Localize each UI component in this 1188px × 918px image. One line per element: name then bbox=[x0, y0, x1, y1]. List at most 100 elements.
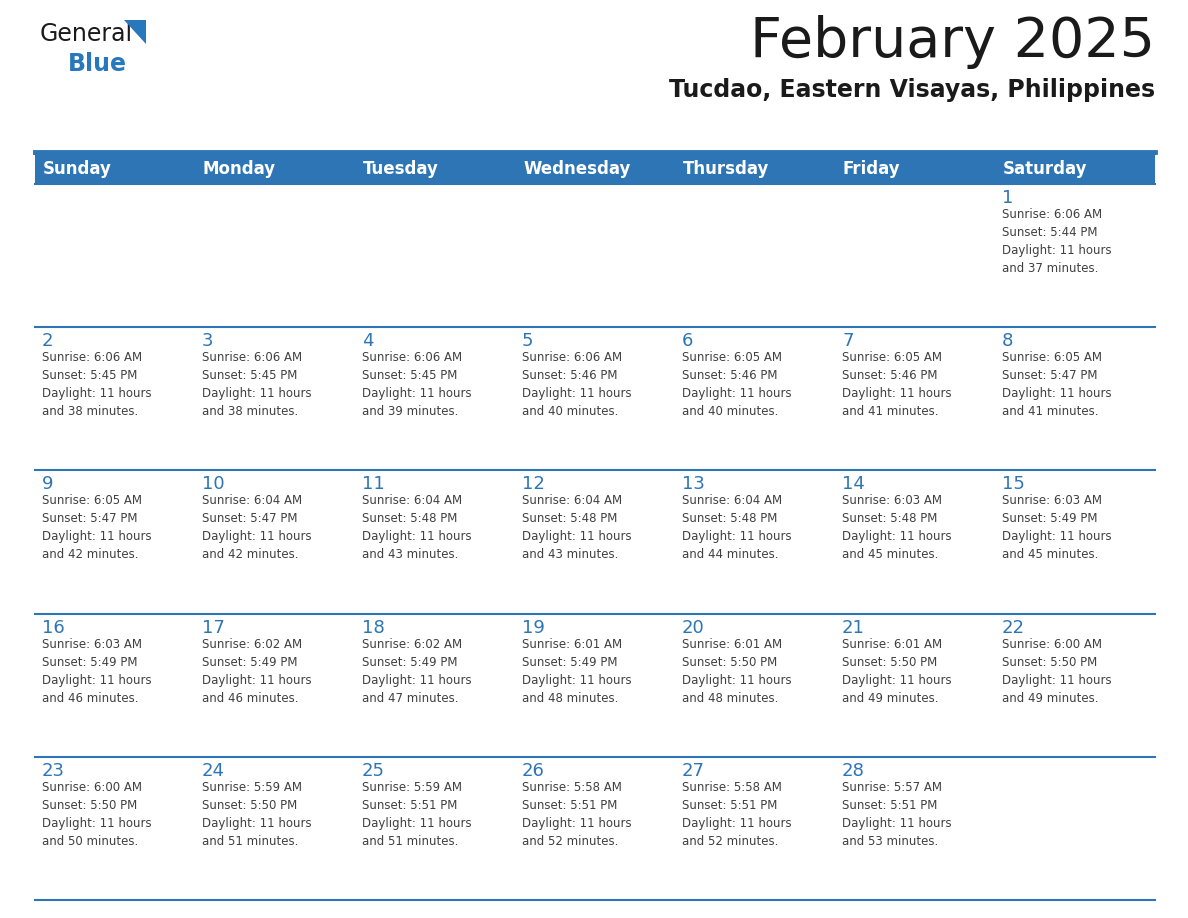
Text: 6: 6 bbox=[682, 332, 694, 350]
Bar bbox=[34, 154, 1155, 184]
Bar bbox=[34, 613, 195, 756]
Polygon shape bbox=[124, 20, 146, 44]
Text: Tuesday: Tuesday bbox=[364, 160, 438, 178]
Text: 2: 2 bbox=[42, 332, 53, 350]
Text: Saturday: Saturday bbox=[1003, 160, 1087, 178]
Text: Blue: Blue bbox=[68, 52, 127, 76]
Text: 12: 12 bbox=[522, 476, 545, 493]
Bar bbox=[34, 470, 195, 613]
Text: Sunrise: 5:58 AM
Sunset: 5:51 PM
Daylight: 11 hours
and 52 minutes.: Sunrise: 5:58 AM Sunset: 5:51 PM Dayligh… bbox=[682, 781, 791, 848]
Bar bbox=[355, 756, 516, 900]
Text: General: General bbox=[40, 22, 133, 46]
Text: Sunrise: 6:03 AM
Sunset: 5:49 PM
Daylight: 11 hours
and 45 minutes.: Sunrise: 6:03 AM Sunset: 5:49 PM Dayligh… bbox=[1001, 495, 1112, 562]
Text: 25: 25 bbox=[362, 762, 385, 779]
Text: Sunrise: 6:04 AM
Sunset: 5:48 PM
Daylight: 11 hours
and 43 minutes.: Sunrise: 6:04 AM Sunset: 5:48 PM Dayligh… bbox=[362, 495, 472, 562]
Text: Sunrise: 5:58 AM
Sunset: 5:51 PM
Daylight: 11 hours
and 52 minutes.: Sunrise: 5:58 AM Sunset: 5:51 PM Dayligh… bbox=[522, 781, 632, 848]
Text: February 2025: February 2025 bbox=[750, 15, 1155, 69]
Bar bbox=[355, 470, 516, 613]
Text: Friday: Friday bbox=[843, 160, 901, 178]
Text: 21: 21 bbox=[842, 619, 865, 636]
Text: Tucdao, Eastern Visayas, Philippines: Tucdao, Eastern Visayas, Philippines bbox=[669, 78, 1155, 102]
Bar bbox=[355, 327, 516, 470]
Bar bbox=[835, 184, 996, 327]
Text: Sunrise: 6:06 AM
Sunset: 5:45 PM
Daylight: 11 hours
and 38 minutes.: Sunrise: 6:06 AM Sunset: 5:45 PM Dayligh… bbox=[42, 352, 152, 419]
Text: 8: 8 bbox=[1001, 332, 1013, 350]
Bar bbox=[675, 613, 835, 756]
Text: Sunrise: 6:00 AM
Sunset: 5:50 PM
Daylight: 11 hours
and 49 minutes.: Sunrise: 6:00 AM Sunset: 5:50 PM Dayligh… bbox=[1001, 638, 1112, 705]
Text: 18: 18 bbox=[362, 619, 385, 636]
Text: Sunrise: 5:59 AM
Sunset: 5:50 PM
Daylight: 11 hours
and 51 minutes.: Sunrise: 5:59 AM Sunset: 5:50 PM Dayligh… bbox=[202, 781, 311, 848]
Text: 17: 17 bbox=[202, 619, 225, 636]
Bar bbox=[996, 327, 1155, 470]
Text: 22: 22 bbox=[1001, 619, 1025, 636]
Text: 15: 15 bbox=[1001, 476, 1025, 493]
Text: Sunday: Sunday bbox=[43, 160, 112, 178]
Text: 23: 23 bbox=[42, 762, 65, 779]
Text: Sunrise: 6:04 AM
Sunset: 5:47 PM
Daylight: 11 hours
and 42 minutes.: Sunrise: 6:04 AM Sunset: 5:47 PM Dayligh… bbox=[202, 495, 311, 562]
Text: Sunrise: 6:01 AM
Sunset: 5:50 PM
Daylight: 11 hours
and 48 minutes.: Sunrise: 6:01 AM Sunset: 5:50 PM Dayligh… bbox=[682, 638, 791, 705]
Text: 26: 26 bbox=[522, 762, 545, 779]
Bar bbox=[195, 613, 355, 756]
Bar bbox=[835, 756, 996, 900]
Bar bbox=[996, 613, 1155, 756]
Text: 16: 16 bbox=[42, 619, 65, 636]
Bar bbox=[34, 327, 195, 470]
Text: 13: 13 bbox=[682, 476, 704, 493]
Text: 7: 7 bbox=[842, 332, 853, 350]
Bar bbox=[996, 184, 1155, 327]
Text: 19: 19 bbox=[522, 619, 545, 636]
Bar bbox=[835, 470, 996, 613]
Text: Sunrise: 6:06 AM
Sunset: 5:46 PM
Daylight: 11 hours
and 40 minutes.: Sunrise: 6:06 AM Sunset: 5:46 PM Dayligh… bbox=[522, 352, 632, 419]
Text: Sunrise: 6:05 AM
Sunset: 5:47 PM
Daylight: 11 hours
and 41 minutes.: Sunrise: 6:05 AM Sunset: 5:47 PM Dayligh… bbox=[1001, 352, 1112, 419]
Text: Sunrise: 6:04 AM
Sunset: 5:48 PM
Daylight: 11 hours
and 44 minutes.: Sunrise: 6:04 AM Sunset: 5:48 PM Dayligh… bbox=[682, 495, 791, 562]
Text: 28: 28 bbox=[842, 762, 865, 779]
Text: Sunrise: 6:05 AM
Sunset: 5:46 PM
Daylight: 11 hours
and 40 minutes.: Sunrise: 6:05 AM Sunset: 5:46 PM Dayligh… bbox=[682, 352, 791, 419]
Text: 24: 24 bbox=[202, 762, 225, 779]
Bar bbox=[835, 613, 996, 756]
Text: Sunrise: 6:03 AM
Sunset: 5:48 PM
Daylight: 11 hours
and 45 minutes.: Sunrise: 6:03 AM Sunset: 5:48 PM Dayligh… bbox=[842, 495, 952, 562]
Text: 14: 14 bbox=[842, 476, 865, 493]
Text: Sunrise: 6:05 AM
Sunset: 5:46 PM
Daylight: 11 hours
and 41 minutes.: Sunrise: 6:05 AM Sunset: 5:46 PM Dayligh… bbox=[842, 352, 952, 419]
Text: Sunrise: 6:00 AM
Sunset: 5:50 PM
Daylight: 11 hours
and 50 minutes.: Sunrise: 6:00 AM Sunset: 5:50 PM Dayligh… bbox=[42, 781, 152, 848]
Bar bbox=[516, 756, 675, 900]
Bar bbox=[195, 327, 355, 470]
Text: Sunrise: 6:05 AM
Sunset: 5:47 PM
Daylight: 11 hours
and 42 minutes.: Sunrise: 6:05 AM Sunset: 5:47 PM Dayligh… bbox=[42, 495, 152, 562]
Text: 20: 20 bbox=[682, 619, 704, 636]
Bar bbox=[516, 613, 675, 756]
Text: 1: 1 bbox=[1001, 189, 1013, 207]
Text: Sunrise: 6:03 AM
Sunset: 5:49 PM
Daylight: 11 hours
and 46 minutes.: Sunrise: 6:03 AM Sunset: 5:49 PM Dayligh… bbox=[42, 638, 152, 705]
Text: Sunrise: 6:06 AM
Sunset: 5:44 PM
Daylight: 11 hours
and 37 minutes.: Sunrise: 6:06 AM Sunset: 5:44 PM Dayligh… bbox=[1001, 208, 1112, 275]
Text: Sunrise: 6:02 AM
Sunset: 5:49 PM
Daylight: 11 hours
and 46 minutes.: Sunrise: 6:02 AM Sunset: 5:49 PM Dayligh… bbox=[202, 638, 311, 705]
Text: 9: 9 bbox=[42, 476, 53, 493]
Bar bbox=[996, 756, 1155, 900]
Text: Wednesday: Wednesday bbox=[523, 160, 631, 178]
Bar bbox=[675, 184, 835, 327]
Text: 4: 4 bbox=[362, 332, 373, 350]
Text: Sunrise: 5:57 AM
Sunset: 5:51 PM
Daylight: 11 hours
and 53 minutes.: Sunrise: 5:57 AM Sunset: 5:51 PM Dayligh… bbox=[842, 781, 952, 848]
Text: Sunrise: 6:01 AM
Sunset: 5:49 PM
Daylight: 11 hours
and 48 minutes.: Sunrise: 6:01 AM Sunset: 5:49 PM Dayligh… bbox=[522, 638, 632, 705]
Text: Sunrise: 5:59 AM
Sunset: 5:51 PM
Daylight: 11 hours
and 51 minutes.: Sunrise: 5:59 AM Sunset: 5:51 PM Dayligh… bbox=[362, 781, 472, 848]
Bar bbox=[34, 184, 195, 327]
Bar bbox=[516, 327, 675, 470]
Bar bbox=[675, 470, 835, 613]
Bar bbox=[195, 470, 355, 613]
Text: Sunrise: 6:06 AM
Sunset: 5:45 PM
Daylight: 11 hours
and 38 minutes.: Sunrise: 6:06 AM Sunset: 5:45 PM Dayligh… bbox=[202, 352, 311, 419]
Text: Sunrise: 6:04 AM
Sunset: 5:48 PM
Daylight: 11 hours
and 43 minutes.: Sunrise: 6:04 AM Sunset: 5:48 PM Dayligh… bbox=[522, 495, 632, 562]
Text: Sunrise: 6:01 AM
Sunset: 5:50 PM
Daylight: 11 hours
and 49 minutes.: Sunrise: 6:01 AM Sunset: 5:50 PM Dayligh… bbox=[842, 638, 952, 705]
Bar bbox=[195, 184, 355, 327]
Text: 11: 11 bbox=[362, 476, 385, 493]
Text: 5: 5 bbox=[522, 332, 533, 350]
Text: Monday: Monday bbox=[203, 160, 276, 178]
Text: 3: 3 bbox=[202, 332, 214, 350]
Bar bbox=[516, 470, 675, 613]
Bar bbox=[835, 327, 996, 470]
Bar bbox=[355, 184, 516, 327]
Text: Thursday: Thursday bbox=[683, 160, 770, 178]
Bar bbox=[34, 756, 195, 900]
Text: 10: 10 bbox=[202, 476, 225, 493]
Bar bbox=[675, 756, 835, 900]
Text: Sunrise: 6:06 AM
Sunset: 5:45 PM
Daylight: 11 hours
and 39 minutes.: Sunrise: 6:06 AM Sunset: 5:45 PM Dayligh… bbox=[362, 352, 472, 419]
Bar bbox=[355, 613, 516, 756]
Bar bbox=[516, 184, 675, 327]
Bar bbox=[195, 756, 355, 900]
